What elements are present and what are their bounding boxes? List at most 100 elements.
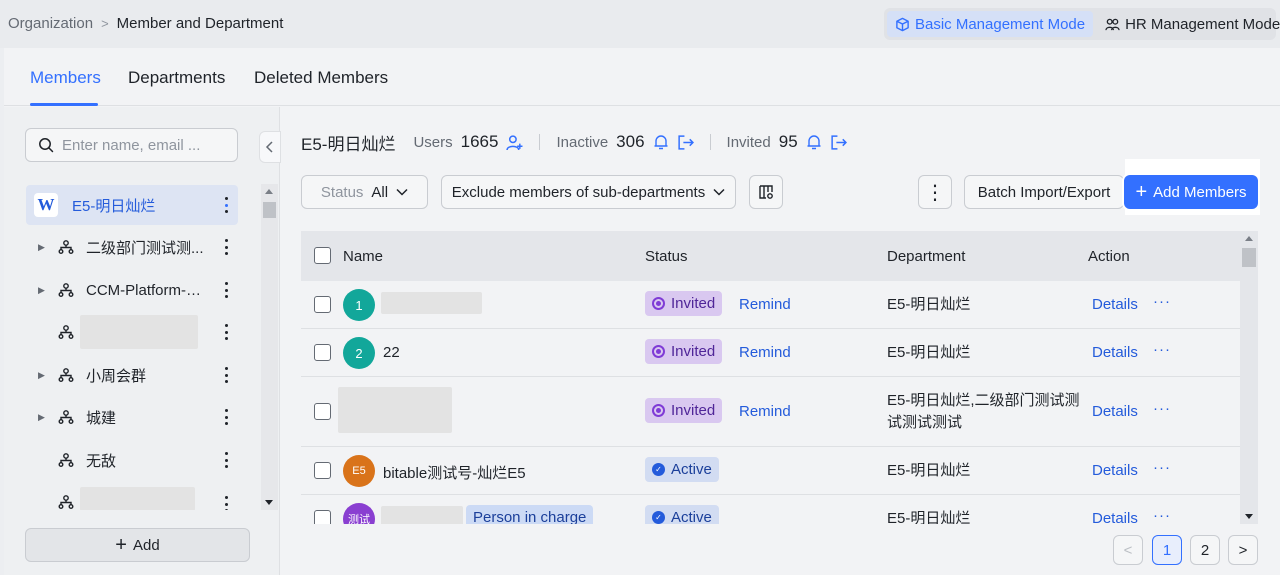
more-horizontal-icon[interactable]: ···: [1153, 341, 1171, 358]
row-checkbox[interactable]: [314, 296, 331, 313]
more-vertical-icon[interactable]: [222, 195, 230, 215]
details-link[interactable]: Details: [1092, 462, 1138, 479]
scroll-thumb[interactable]: [1242, 248, 1256, 267]
cube-icon: [896, 17, 909, 31]
more-vertical-icon[interactable]: [222, 237, 230, 257]
status-filter-label: Status: [320, 183, 364, 201]
details-link[interactable]: Details: [1092, 403, 1138, 420]
users-count: 1665: [460, 132, 499, 151]
more-horizontal-icon[interactable]: ···: [1153, 400, 1171, 417]
tree-item[interactable]: 无敌: [26, 440, 238, 480]
status-badge: Invited: [645, 339, 723, 364]
department-cell: E5-明日灿烂,二级部门测试测试测试测试: [887, 392, 1080, 431]
bell-icon[interactable]: [653, 134, 669, 151]
scroll-up-icon[interactable]: [265, 189, 273, 194]
scroll-up-icon[interactable]: [1245, 236, 1253, 241]
avatar: 测试: [343, 503, 375, 524]
invited-icon: [652, 345, 665, 358]
row-checkbox[interactable]: [314, 403, 331, 420]
tab-departments[interactable]: Departments: [128, 68, 226, 87]
row-checkbox[interactable]: [314, 462, 331, 479]
org-chart-icon: [58, 239, 80, 255]
scope-filter[interactable]: Exclude members of sub-departments: [441, 175, 736, 209]
tree-item[interactable]: ▶ 小周会群: [26, 355, 238, 395]
next-page-button[interactable]: >: [1228, 535, 1258, 565]
invited-label: Invited: [726, 133, 771, 151]
tree-item[interactable]: ▶ CCM-Platform-U...: [26, 270, 238, 310]
table-header: Name Status Department Action: [301, 231, 1240, 281]
basic-mode-button[interactable]: Basic Management Mode: [887, 11, 1094, 37]
status-badge: ✓ Active: [645, 505, 719, 524]
scroll-thumb[interactable]: [263, 202, 276, 218]
caret-right-icon[interactable]: ▶: [38, 369, 45, 380]
prev-page-button[interactable]: <: [1113, 535, 1143, 565]
tree-item[interactable]: ▶ 二级部门测试测...: [26, 227, 238, 267]
more-horizontal-icon[interactable]: ···: [1153, 459, 1171, 476]
invited-count: 95: [778, 132, 798, 151]
details-link[interactable]: Details: [1092, 510, 1138, 524]
tab-deleted-members[interactable]: Deleted Members: [254, 68, 389, 87]
company-logo: W: [34, 193, 58, 217]
status-filter-value: All: [371, 183, 389, 201]
details-link[interactable]: Details: [1092, 296, 1138, 313]
status-filter[interactable]: Status All: [301, 175, 428, 209]
search-box[interactable]: [25, 128, 238, 162]
table-scrollbar[interactable]: [1240, 231, 1258, 524]
scroll-down-icon[interactable]: [1245, 514, 1253, 519]
redacted-name: [381, 506, 463, 524]
caret-right-icon[interactable]: ▶: [38, 241, 45, 252]
column-settings-button[interactable]: [749, 175, 783, 209]
tree-root-department[interactable]: W E5-明日灿烂: [26, 185, 238, 225]
export-icon[interactable]: [830, 134, 847, 151]
more-horizontal-icon[interactable]: ···: [1153, 507, 1171, 524]
scroll-down-icon[interactable]: [265, 500, 273, 505]
tab-members[interactable]: Members: [30, 68, 101, 87]
page-1-button[interactable]: 1: [1152, 535, 1182, 565]
row-checkbox[interactable]: [314, 510, 331, 524]
bell-icon[interactable]: [806, 134, 822, 151]
more-vertical-icon[interactable]: [222, 280, 230, 300]
batch-import-export-button[interactable]: Batch Import/Export: [964, 175, 1124, 209]
org-chart-icon: [58, 282, 80, 298]
status-badge: Invited: [645, 291, 723, 316]
row-checkbox[interactable]: [314, 344, 331, 361]
tree-item[interactable]: [26, 482, 238, 510]
more-vertical-icon[interactable]: [222, 365, 230, 385]
tree-item-label: 小周会群: [86, 367, 147, 385]
page-2-button[interactable]: 2: [1190, 535, 1220, 565]
tree-item[interactable]: ▶ 城建: [26, 397, 238, 437]
breadcrumb-organization[interactable]: Organization: [8, 15, 94, 32]
avatar: 1: [343, 289, 375, 321]
more-vertical-icon[interactable]: [222, 322, 230, 342]
department-cell: E5-明日灿烂: [887, 462, 971, 479]
more-vertical-icon[interactable]: [222, 494, 230, 510]
select-all-checkbox[interactable]: [314, 247, 331, 264]
add-members-button[interactable]: + Add Members: [1124, 175, 1258, 209]
active-tab-indicator: [30, 103, 98, 106]
hr-mode-button[interactable]: HR Management Mode: [1097, 11, 1280, 37]
remind-link[interactable]: Remind: [739, 403, 791, 420]
export-icon[interactable]: [677, 134, 694, 151]
more-horizontal-icon[interactable]: ···: [1153, 293, 1171, 310]
department-title: E5-明日灿烂: [301, 134, 396, 154]
more-vertical-icon[interactable]: [222, 407, 230, 427]
caret-right-icon[interactable]: ▶: [38, 411, 45, 422]
org-chart-icon: [58, 324, 80, 340]
table-row: 2 22 Invited Remind E5-明日灿烂 Details ···: [301, 329, 1240, 377]
tree-item[interactable]: [26, 312, 238, 352]
remind-link[interactable]: Remind: [739, 296, 791, 313]
col-name: Name: [343, 248, 384, 265]
search-input[interactable]: [62, 136, 222, 154]
details-link[interactable]: Details: [1092, 344, 1138, 361]
collapse-sidebar-button[interactable]: [259, 131, 281, 163]
company-logo-letter: W: [37, 195, 55, 214]
users-label: Users: [413, 133, 453, 151]
remind-link[interactable]: Remind: [739, 344, 791, 361]
sidebar-scrollbar[interactable]: [261, 184, 278, 510]
caret-right-icon[interactable]: ▶: [38, 284, 45, 295]
more-actions-button[interactable]: ⋮: [918, 175, 952, 209]
tree-root-label: E5-明日灿烂: [72, 197, 156, 215]
add-department-button[interactable]: + Add: [25, 528, 250, 562]
add-user-icon[interactable]: [506, 134, 523, 151]
more-vertical-icon[interactable]: [222, 450, 230, 470]
